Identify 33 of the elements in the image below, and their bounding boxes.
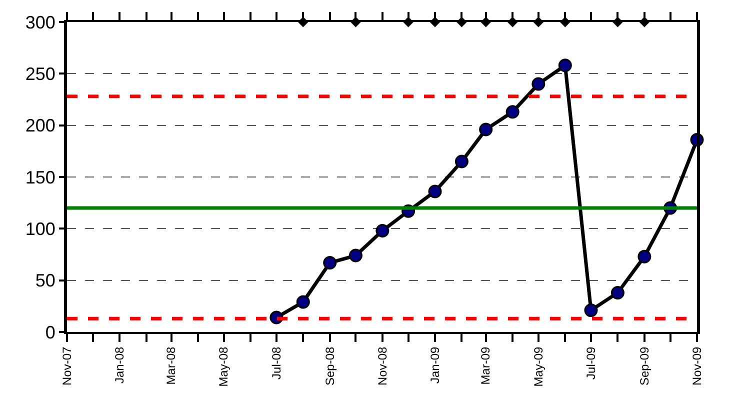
point (296, 295, 310, 309)
x-tick-label: Sep-09 (637, 346, 652, 386)
point (558, 58, 572, 72)
y-tick-label: 0 (45, 322, 56, 342)
x-tick-label: Jul-09 (584, 346, 598, 380)
y-tick-label: 300 (25, 12, 56, 32)
point (638, 250, 652, 264)
y-tick-label: 100 (25, 218, 56, 239)
y-tick-label: 150 (25, 167, 56, 188)
x-tick-label: Jan-09 (428, 346, 442, 384)
y-tick-label: 250 (25, 64, 56, 84)
x-tick-label: Sep-08 (322, 346, 337, 386)
x-tick-label: Nov-08 (375, 346, 390, 386)
point (376, 224, 390, 238)
point (323, 256, 337, 270)
x-tick-label: Nov-07 (60, 346, 74, 386)
point (610, 286, 624, 300)
x-tick-label: Mar-09 (478, 346, 493, 385)
point (348, 248, 362, 262)
point (428, 184, 442, 198)
point (584, 304, 598, 318)
y-tick-label: 200 (25, 116, 56, 136)
x-tick-label: Mar-08 (164, 346, 178, 385)
point (506, 105, 520, 119)
y-tick-label: 50 (35, 270, 56, 291)
point (454, 154, 468, 168)
x-tick-label: Jan-08 (112, 346, 126, 384)
point (479, 122, 493, 136)
x-tick-label: May-09 (531, 346, 546, 387)
x-tick-label: Jul-08 (269, 346, 284, 380)
x-tick-label: May-08 (216, 346, 231, 387)
point (532, 77, 546, 91)
x-tick-label: Nov-09 (690, 346, 704, 386)
